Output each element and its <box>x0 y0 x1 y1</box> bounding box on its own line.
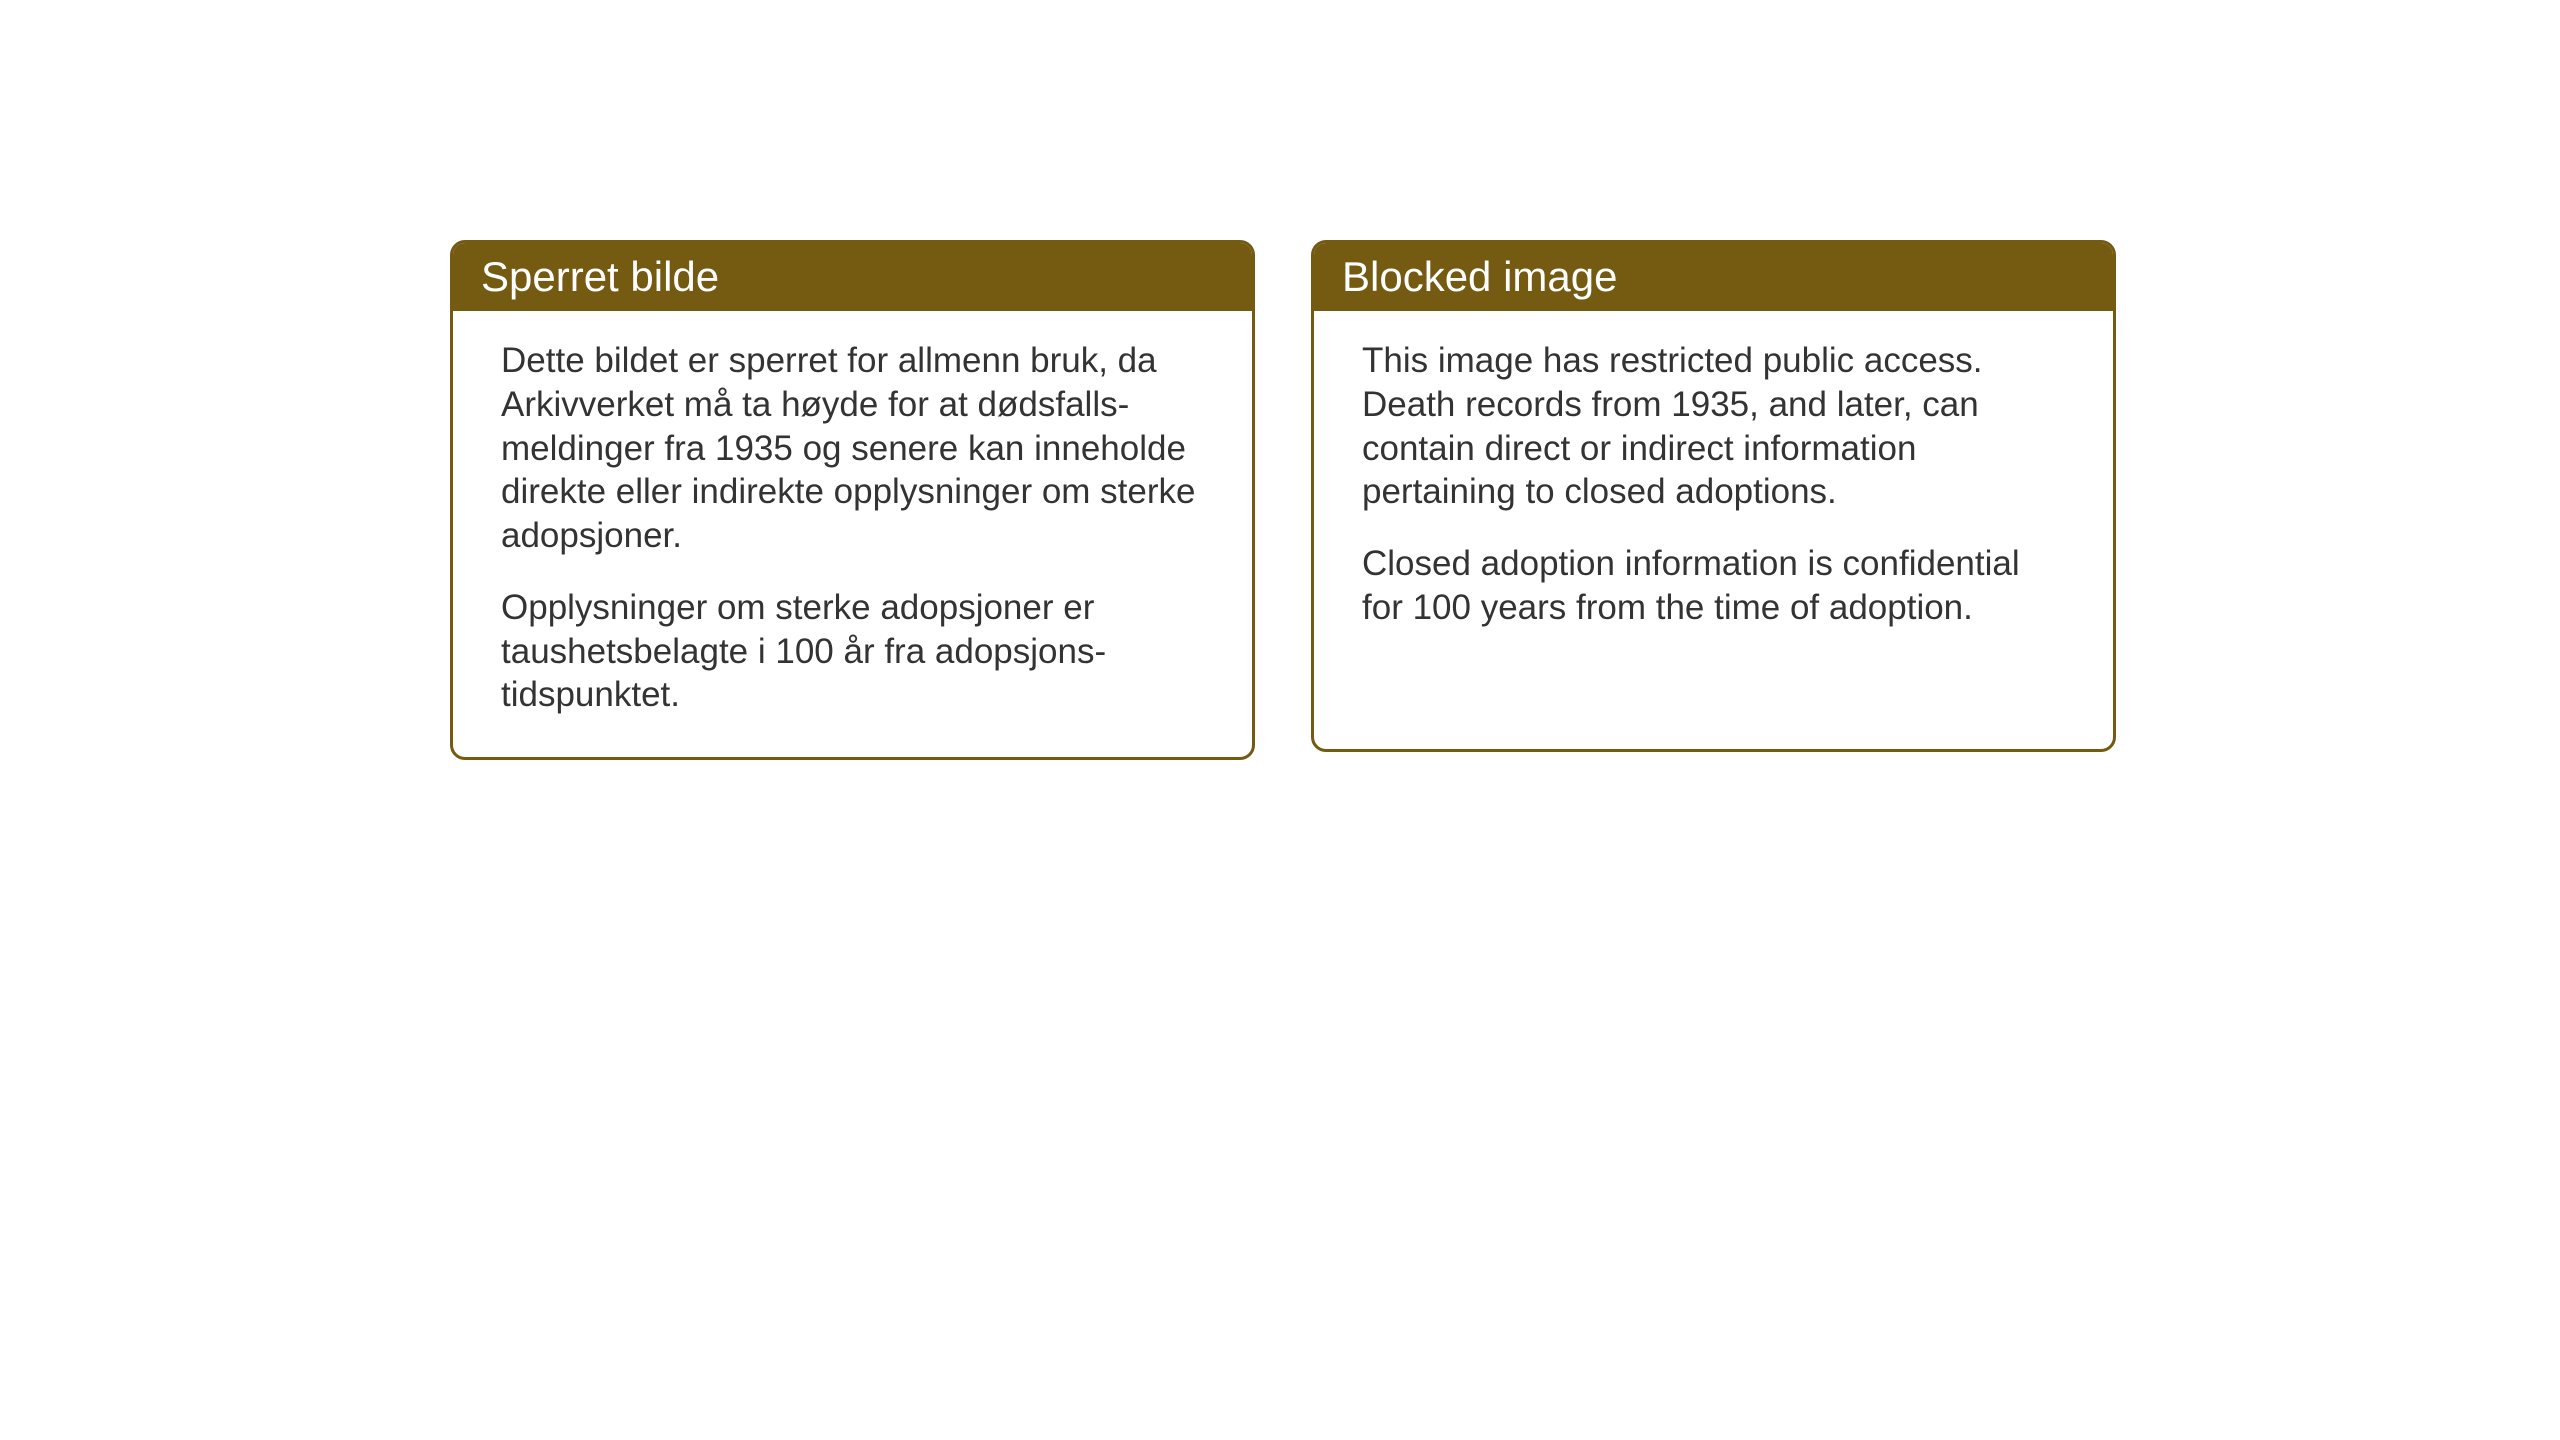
card-title-norwegian: Sperret bilde <box>481 253 719 300</box>
card-header-norwegian: Sperret bilde <box>453 243 1252 311</box>
notice-card-norwegian: Sperret bilde Dette bildet er sperret fo… <box>450 240 1255 760</box>
notice-card-english: Blocked image This image has restricted … <box>1311 240 2116 752</box>
card-title-english: Blocked image <box>1342 253 1617 300</box>
card-body-norwegian: Dette bildet er sperret for allmenn bruk… <box>453 311 1252 757</box>
card-paragraph-1-english: This image has restricted public access.… <box>1362 339 2065 514</box>
card-paragraph-2-english: Closed adoption information is confident… <box>1362 542 2065 630</box>
notice-container: Sperret bilde Dette bildet er sperret fo… <box>450 240 2116 760</box>
card-paragraph-1-norwegian: Dette bildet er sperret for allmenn bruk… <box>501 339 1204 558</box>
card-body-english: This image has restricted public access.… <box>1314 311 2113 670</box>
card-paragraph-2-norwegian: Opplysninger om sterke adopsjoner er tau… <box>501 586 1204 717</box>
card-header-english: Blocked image <box>1314 243 2113 311</box>
